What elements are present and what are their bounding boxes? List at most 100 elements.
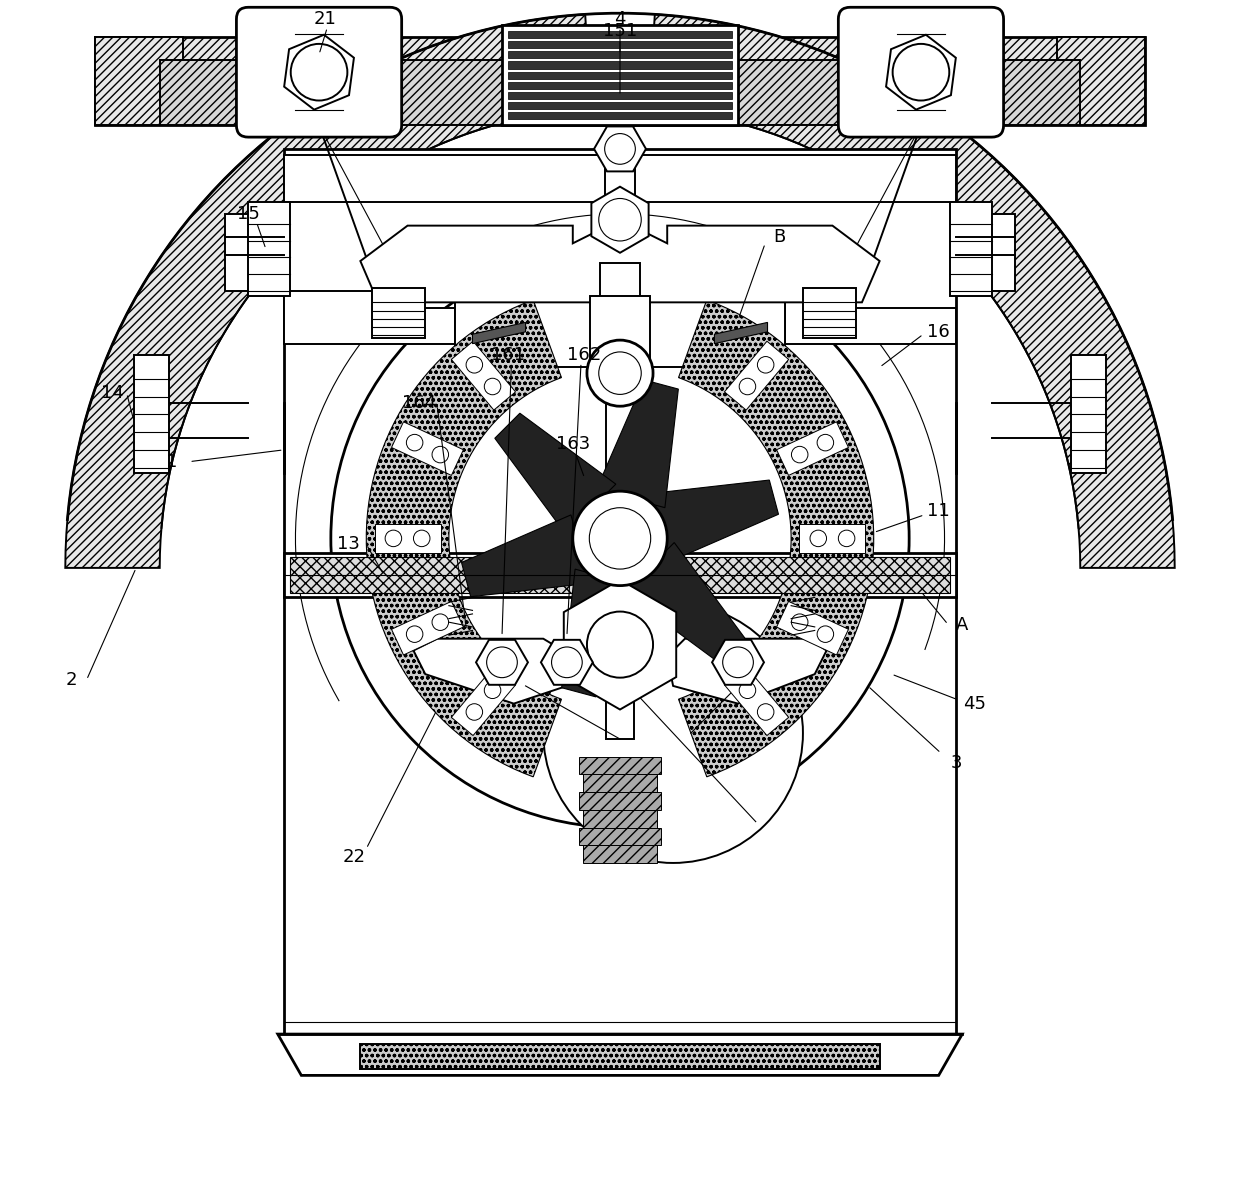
Circle shape [466,356,482,373]
Polygon shape [724,341,789,411]
Polygon shape [451,667,516,736]
Bar [579,793,661,810]
Circle shape [432,446,449,463]
Text: 13: 13 [337,535,360,554]
Bar [583,845,657,862]
Circle shape [485,379,501,395]
Bar [372,289,425,338]
Polygon shape [284,291,455,343]
Bar [134,355,169,473]
Polygon shape [366,300,562,777]
Polygon shape [461,515,589,596]
Polygon shape [649,14,1174,568]
Text: 11: 11 [928,503,950,521]
Circle shape [407,434,423,451]
Circle shape [838,530,854,547]
Polygon shape [392,601,464,655]
Bar [502,25,738,125]
Bar [248,202,289,297]
Circle shape [589,508,651,569]
Circle shape [485,683,501,698]
FancyBboxPatch shape [838,7,1003,137]
Bar [508,112,732,119]
Polygon shape [887,34,956,110]
Text: 163: 163 [556,435,590,453]
Bar [94,37,184,125]
Text: 2: 2 [66,671,77,689]
Circle shape [599,351,641,394]
Polygon shape [594,127,646,172]
Polygon shape [776,601,848,655]
Bar [590,297,650,361]
Polygon shape [714,323,768,343]
Polygon shape [284,34,353,110]
Bar [600,264,640,299]
Polygon shape [495,413,616,535]
Circle shape [331,250,909,828]
Polygon shape [361,220,879,303]
Bar [508,51,732,58]
Polygon shape [564,580,676,710]
Bar [289,557,951,593]
Text: 1: 1 [166,453,177,471]
Text: 45: 45 [962,694,986,712]
Circle shape [810,530,827,547]
Bar [508,102,732,109]
FancyBboxPatch shape [237,7,402,137]
Bar [583,810,657,828]
Bar [455,291,785,367]
Text: B: B [774,228,785,246]
Polygon shape [712,640,764,685]
Bar [284,552,956,597]
Text: 4: 4 [614,11,626,28]
Circle shape [739,683,755,698]
Bar [606,373,634,739]
Bar [508,72,732,79]
Bar [1056,37,1146,125]
Bar [605,149,635,291]
Bar [284,149,956,1034]
Polygon shape [624,543,745,664]
Text: 164: 164 [402,394,436,412]
Bar [1071,355,1106,473]
Polygon shape [651,480,779,562]
Circle shape [407,626,423,642]
Polygon shape [413,639,573,704]
Circle shape [573,491,667,586]
Polygon shape [476,640,528,685]
Polygon shape [541,640,593,685]
Circle shape [817,434,833,451]
Polygon shape [785,291,956,343]
Circle shape [587,341,653,406]
Circle shape [587,612,653,678]
Bar [361,1043,879,1069]
Circle shape [413,530,430,547]
Text: 16: 16 [928,323,950,341]
Text: 162: 162 [568,347,601,364]
Bar [224,214,252,291]
Bar [508,62,732,69]
Circle shape [543,603,804,862]
Circle shape [893,44,950,101]
Bar [583,775,657,793]
Bar [508,31,732,38]
Polygon shape [451,341,516,411]
Polygon shape [392,422,464,476]
Polygon shape [724,667,789,736]
Circle shape [466,704,482,720]
Text: 15: 15 [237,205,259,222]
Polygon shape [776,422,848,476]
Circle shape [605,134,635,164]
Circle shape [758,356,774,373]
Polygon shape [562,569,644,697]
Circle shape [758,704,774,720]
Bar [508,82,732,89]
Polygon shape [374,524,440,552]
Circle shape [599,199,641,241]
Bar [579,757,661,775]
Text: 3: 3 [951,754,962,771]
Circle shape [739,379,755,395]
Text: 22: 22 [343,848,366,866]
Polygon shape [66,14,591,568]
Circle shape [817,626,833,642]
